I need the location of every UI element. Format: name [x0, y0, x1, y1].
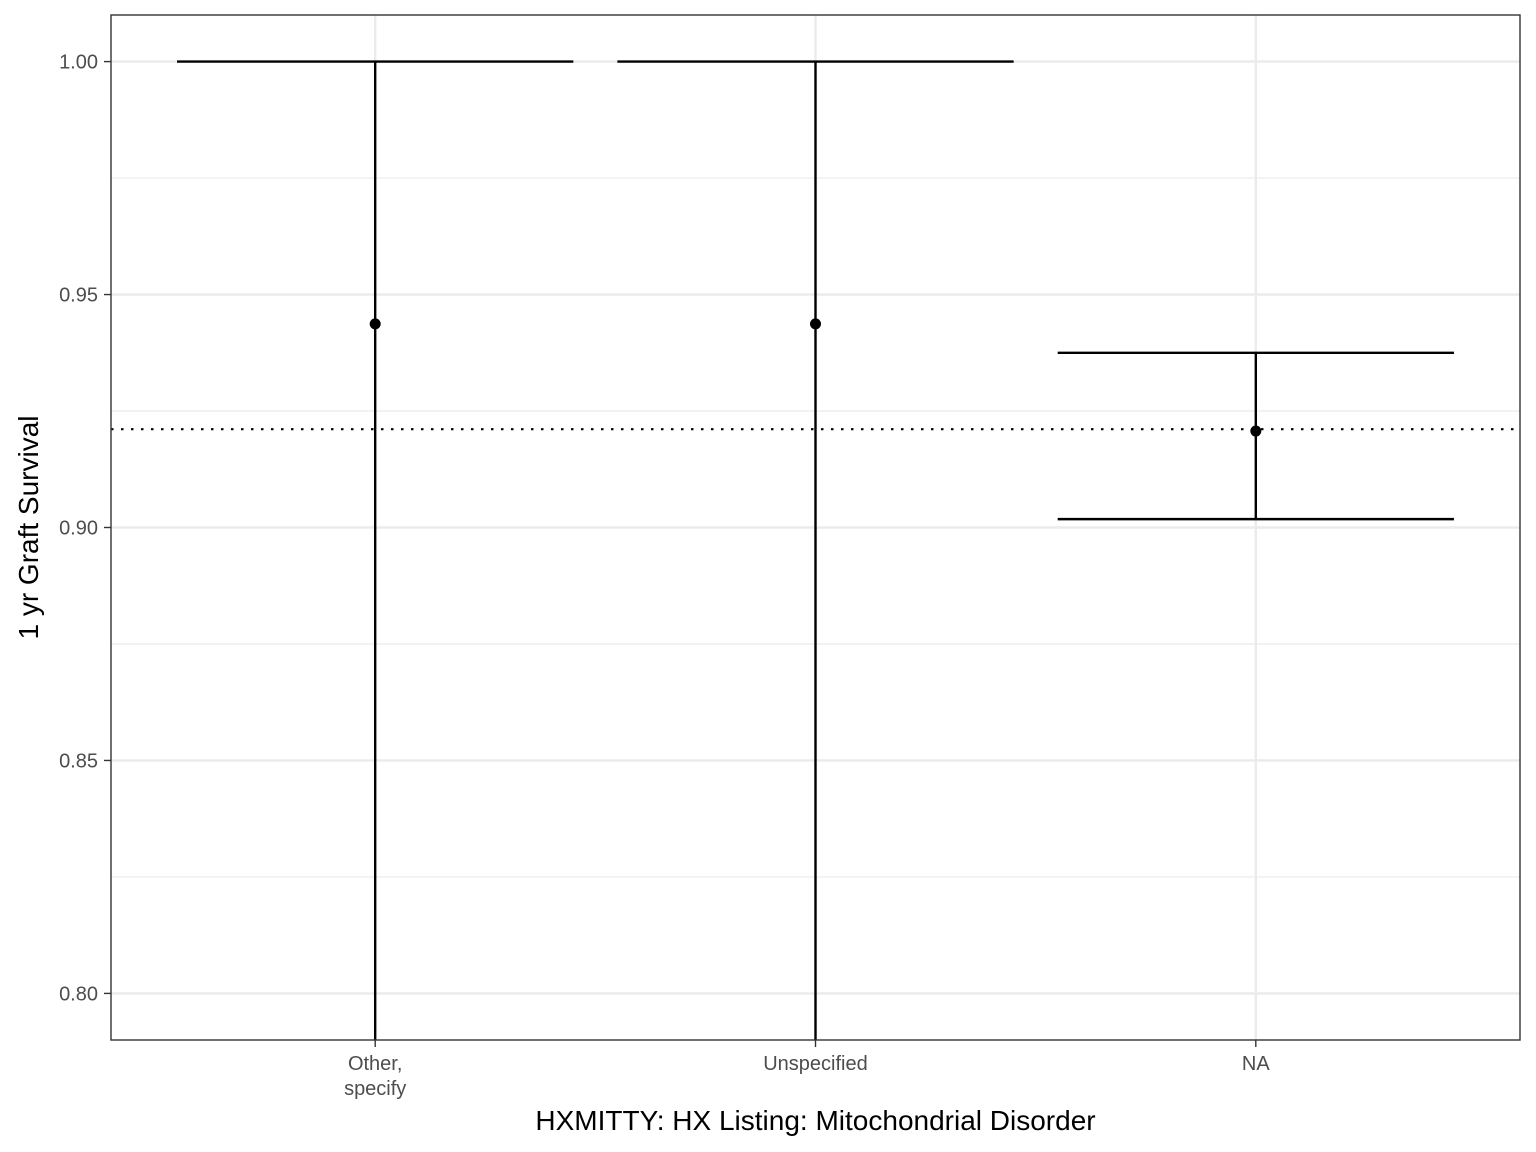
x-axis-title: HXMITTY: HX Listing: Mitochondrial Disor… [535, 1105, 1095, 1136]
x-tick-label: Unspecified [763, 1053, 868, 1075]
y-tick-label: 0.85 [59, 750, 98, 772]
error-bars [177, 60, 1454, 1040]
estimate-point [810, 318, 821, 330]
x-tick-label: Other, specify [344, 1053, 406, 1100]
y-tick-label: 0.90 [59, 518, 98, 540]
y-tick-label: 0.95 [59, 285, 98, 307]
y-axis-ticks: 0.80 0.85 0.90 0.95 1.00 [59, 52, 111, 1005]
y-axis-title: 1 yr Graft Survival [13, 415, 44, 639]
x-axis-ticks: Other, specify Unspecified NA [344, 1040, 1270, 1100]
y-tick-label: 1.00 [59, 52, 98, 74]
estimate-point [369, 318, 381, 330]
y-tick-label: 0.80 [59, 983, 98, 1005]
x-tick-label: NA [1242, 1053, 1270, 1075]
estimate-point [1250, 425, 1262, 437]
